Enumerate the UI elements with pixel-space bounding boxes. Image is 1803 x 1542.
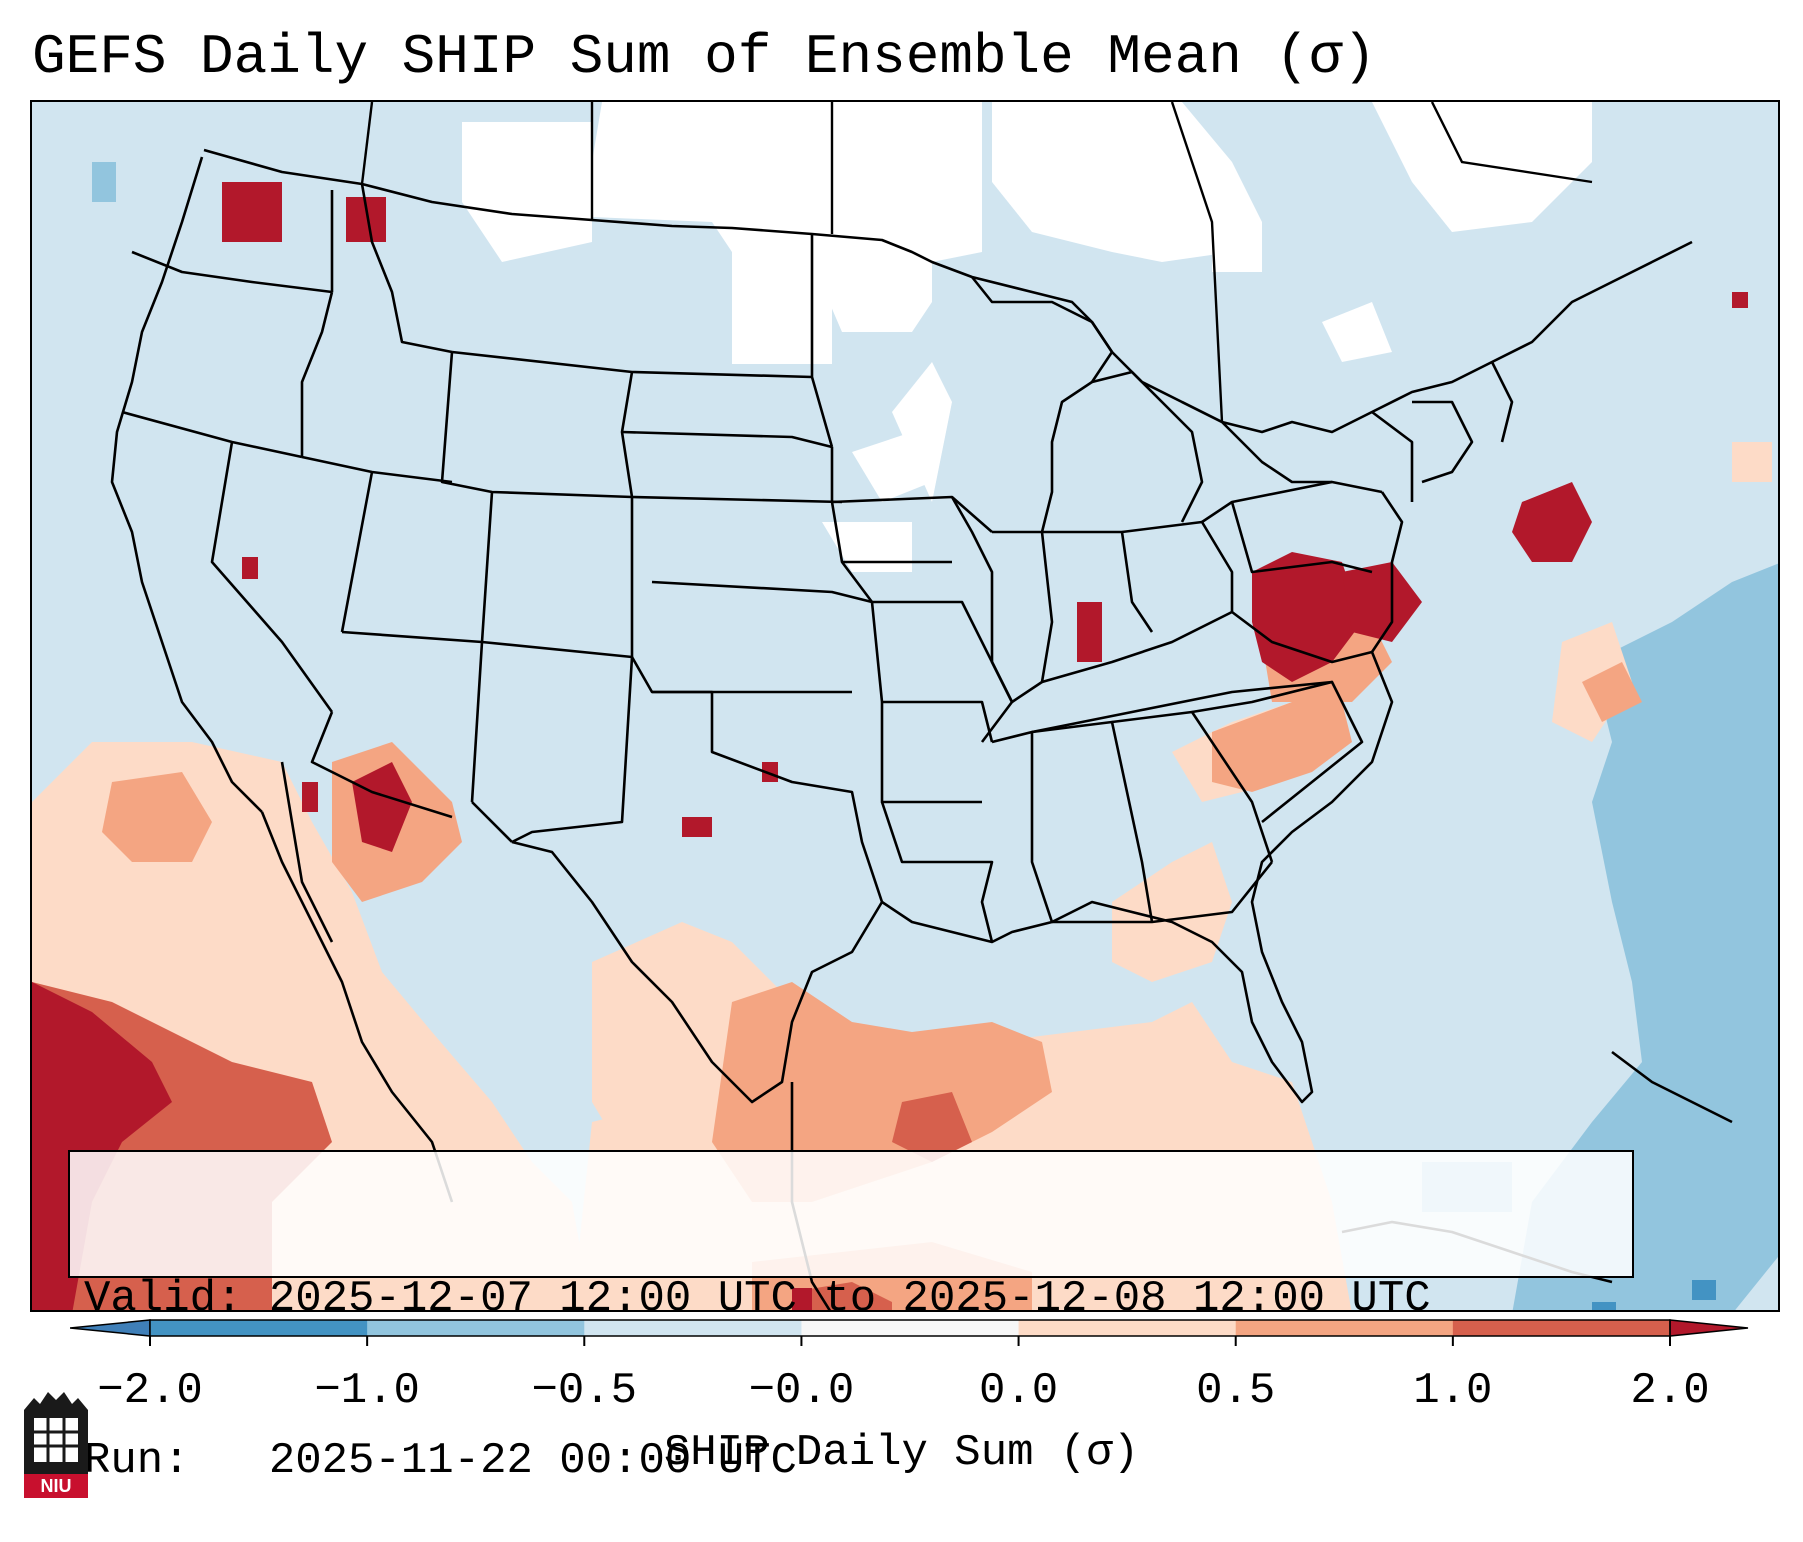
colorbar-extend-low [70, 1319, 151, 1337]
colorbar-label: SHIP Daily Sum (σ) [663, 1428, 1140, 1478]
colorbar-tick-label: 0.0 [978, 1366, 1059, 1416]
valid-label: Valid: [84, 1274, 243, 1324]
colorbar-tick-label: 0.5 [1196, 1366, 1276, 1416]
moderate-positive-areas [102, 622, 1642, 1310]
colorbar-segment [1452, 1320, 1671, 1336]
colorbar-segment [801, 1320, 1020, 1336]
canada-boundaries [360, 102, 1593, 423]
colorbar-tick-label: −0.5 [531, 1366, 638, 1416]
colorbar-extend-high [1669, 1319, 1749, 1337]
colorbar [70, 1319, 1749, 1346]
colorbar-tick-label: 1.0 [1413, 1366, 1493, 1416]
colorbar-segment [1235, 1320, 1454, 1336]
run-row: Run: 2025-11-22 00:00 UTC [84, 1434, 1618, 1488]
colorbar-segment [150, 1320, 368, 1336]
valid-run-box: Valid: 2025-12-07 12:00 UTC to 2025-12-0… [68, 1150, 1634, 1486]
logo-text: NIU [41, 1476, 72, 1496]
colorbar-tick-label: −2.0 [97, 1366, 203, 1416]
colorbar-outline [149, 1319, 1671, 1337]
map-panel [30, 100, 1780, 1312]
extreme-positive-areas [32, 182, 1748, 1310]
strong-negative-areas [1592, 1280, 1716, 1310]
state-boundaries [110, 148, 1733, 1310]
colorbar-ticks [149, 1336, 1671, 1346]
colorbar-tick-label: −1.0 [314, 1366, 420, 1416]
valid-row: Valid: 2025-12-07 12:00 UTC to 2025-12-0… [84, 1272, 1618, 1326]
map-svg [32, 102, 1778, 1310]
colorbar-segment [367, 1320, 585, 1336]
niu-logo-icon: NIU [24, 1392, 88, 1498]
map-title: GEFS Daily SHIP Sum of Ensemble Mean (σ) [32, 25, 1377, 89]
colorbar-tick-label: 2.0 [1630, 1366, 1710, 1416]
colorbar-tick-label: −0.0 [748, 1366, 855, 1416]
colorbar-segment [1018, 1320, 1237, 1336]
run-value: 2025-11-22 00:00 UTC [268, 1436, 797, 1486]
canada-neutral-areas [462, 102, 1592, 572]
colorbar-segment [584, 1320, 802, 1336]
valid-value: 2025-12-07 12:00 UTC to 2025-12-08 12:00… [268, 1274, 1431, 1324]
colorbar-segments [70, 1319, 1749, 1337]
run-label: Run: [84, 1436, 190, 1486]
